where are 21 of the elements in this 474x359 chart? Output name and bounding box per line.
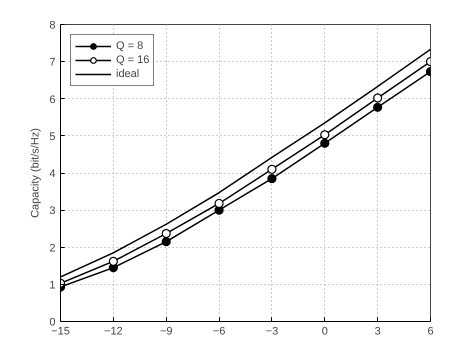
- y-tick-label: 8: [49, 20, 56, 32]
- legend-label: Q = 8: [116, 39, 144, 53]
- y-axis-title: Capacity (bit/s/Hz): [29, 128, 42, 218]
- legend-label: Q = 16: [116, 53, 150, 67]
- y-tick-label: 0: [49, 316, 56, 328]
- x-tick-label: 6: [427, 326, 434, 338]
- x-tick-label: −15: [51, 326, 70, 338]
- y-tick-label: 5: [49, 130, 56, 143]
- y-tick-label: 2: [49, 242, 56, 254]
- legend-label: ideal: [116, 67, 140, 81]
- x-tick-label: 0: [322, 326, 328, 338]
- x-tick-label: 3: [374, 326, 381, 338]
- y-tick-label: 1: [49, 279, 56, 292]
- y-tick-label: 6: [49, 94, 56, 106]
- y-tick-label: 4: [49, 168, 56, 180]
- x-tick-label: −6: [212, 326, 226, 338]
- x-tick-label: −12: [104, 326, 123, 338]
- y-tick-label: 7: [49, 56, 56, 69]
- x-tick-label: −3: [266, 326, 278, 338]
- y-tick-label: 3: [49, 205, 56, 218]
- x-tick-label: −9: [160, 326, 172, 338]
